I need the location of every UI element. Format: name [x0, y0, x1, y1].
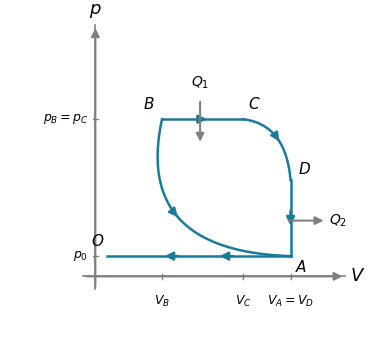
- Text: $\mathit{p}$: $\mathit{p}$: [89, 2, 102, 20]
- Text: $V_B$: $V_B$: [154, 294, 170, 309]
- Text: $Q_2$: $Q_2$: [329, 212, 347, 229]
- Text: $O$: $O$: [92, 233, 105, 248]
- Text: $C$: $C$: [248, 95, 260, 111]
- Text: $p_0$: $p_0$: [73, 249, 88, 263]
- Text: $A$: $A$: [295, 259, 308, 275]
- Text: $D$: $D$: [298, 162, 311, 178]
- Text: $V_A = V_D$: $V_A = V_D$: [267, 294, 314, 309]
- Text: $B$: $B$: [143, 95, 155, 111]
- Text: $\mathit{V}$: $\mathit{V}$: [350, 267, 365, 285]
- Text: $Q_1$: $Q_1$: [191, 75, 209, 91]
- Text: $p_B = p_C$: $p_B = p_C$: [43, 112, 88, 126]
- Text: $V_C$: $V_C$: [234, 294, 251, 309]
